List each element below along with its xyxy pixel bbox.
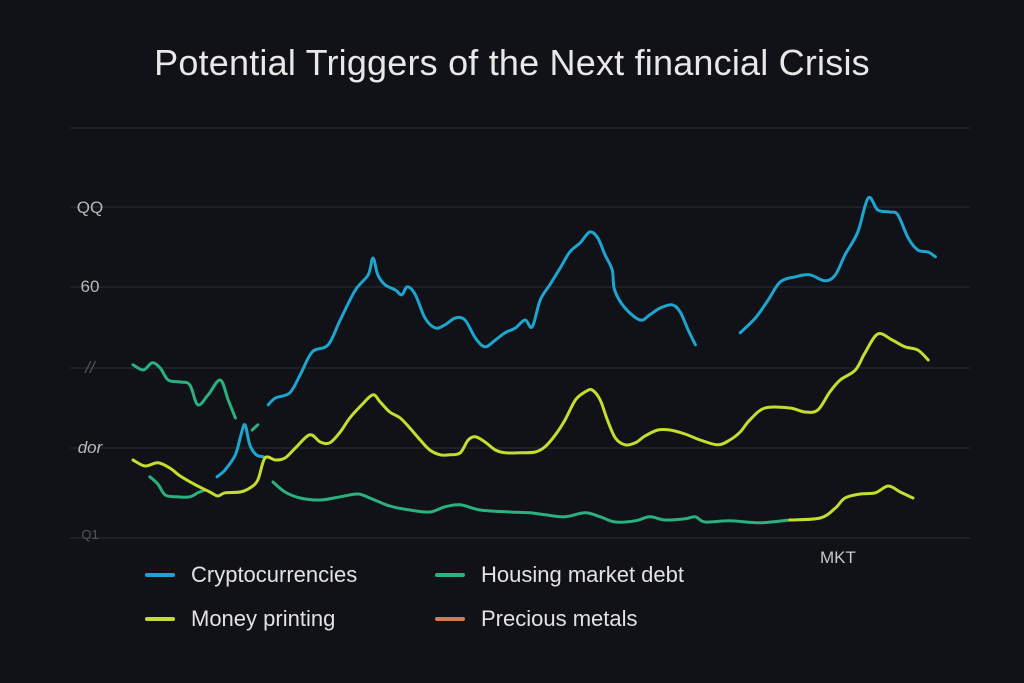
legend-swatch [435,617,465,621]
legend-swatch [145,617,175,621]
series-line-cryptocurrencies [215,423,265,479]
legend-label: Money printing [191,606,336,631]
y-tick-label: // [85,358,95,377]
series-line-cryptocurrencies [738,195,937,335]
series-line-housing-market-debt [131,361,237,420]
legend-label: Housing market debt [481,562,684,587]
y-tick-label: dor [77,438,103,457]
legend-label: Cryptocurrencies [191,562,358,587]
legend-swatch [145,573,175,577]
legend-swatch [435,573,465,577]
series-line-housing-market-debt [271,480,792,525]
legend-item-housing-market-debt: Housing market debt [435,562,684,588]
y-tick-label: 60 [80,277,100,296]
legend-item-money-printing: Money printing [145,606,335,632]
legend-item-cryptocurrencies: Cryptocurrencies [145,562,357,588]
legend-label: Precious metals [481,606,638,631]
chart-title: Potential Triggers of the Next financial… [154,42,870,83]
series-line-housing-market-debt [250,423,260,432]
y-tick-label: QQ [76,198,104,217]
legend-item-precious-metals: Precious metals [435,606,638,632]
series-line-money-printing [131,332,930,498]
y-tick-label: Q1 [81,527,99,542]
series-line-money-printing [788,484,915,522]
series-line-cryptocurrencies [266,230,697,407]
x-axis-label: MKT [820,548,856,567]
series-line-housing-market-debt [148,475,207,499]
